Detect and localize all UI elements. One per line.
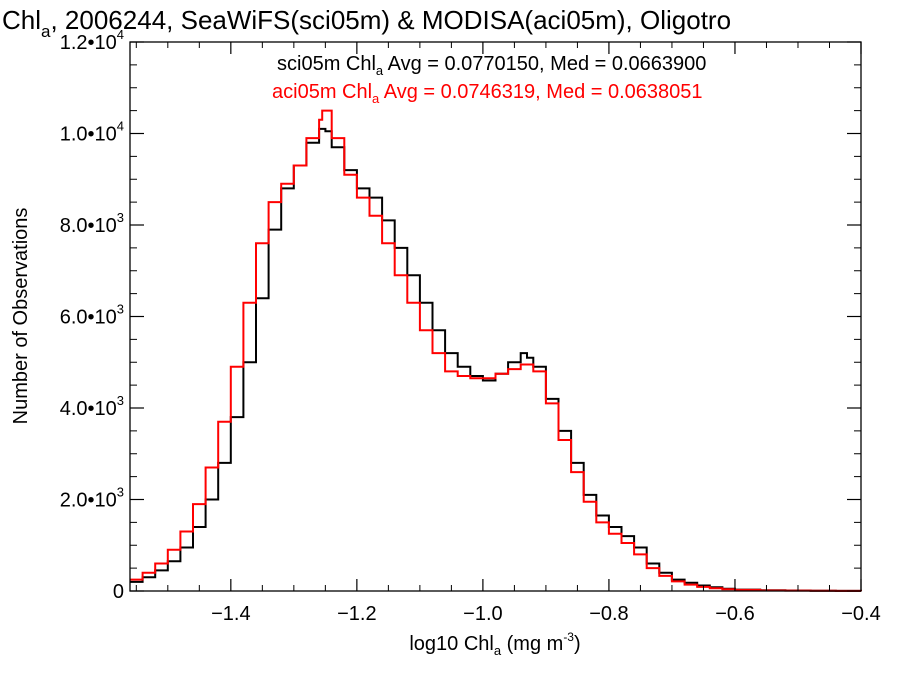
- y-tick-label: 1.2•104: [60, 27, 124, 54]
- legend: sci05m Chla Avg = 0.0770150, Med = 0.066…: [272, 53, 706, 106]
- y-axis-label: Number of Observations: [10, 208, 32, 425]
- y-tick-label: 2.0•103: [60, 485, 124, 512]
- y-tick-label: 6.0•103: [60, 302, 124, 329]
- x-tick-label: −1.0: [463, 603, 502, 625]
- x-axis-label: log10 Chla (mg m-3): [409, 630, 580, 658]
- chart-title: Chla, 2006244, SeaWiFS(sci05m) & MODISA(…: [2, 5, 731, 41]
- y-tick-label: 4.0•103: [60, 393, 124, 420]
- x-axis: −1.4 −1.2 −1.0 −0.8 −0.6 −0.4: [135, 42, 881, 625]
- x-tick-label: −1.4: [211, 603, 250, 625]
- legend-entry-sci05m: sci05m Chla Avg = 0.0770150, Med = 0.066…: [277, 53, 706, 78]
- y-tick-label: 8.0•103: [60, 210, 124, 237]
- y-tick-label: 0: [113, 581, 124, 603]
- plot-series: [130, 109, 862, 592]
- y-axis: 0 2.0•103 4.0•103 6.0•103 8.0•103 1.0•104 1.2•…: [60, 27, 861, 603]
- x-tick-label: −1.2: [337, 603, 376, 625]
- legend-entry-aci05m: aci05m Chla Avg = 0.0746319, Med = 0.063…: [272, 81, 703, 106]
- x-tick-label: −0.8: [589, 603, 628, 625]
- series-line-1: [130, 109, 862, 592]
- y-tick-label: 1.0•104: [60, 119, 124, 146]
- x-tick-label: −0.4: [841, 603, 880, 625]
- x-tick-label: −0.6: [715, 603, 754, 625]
